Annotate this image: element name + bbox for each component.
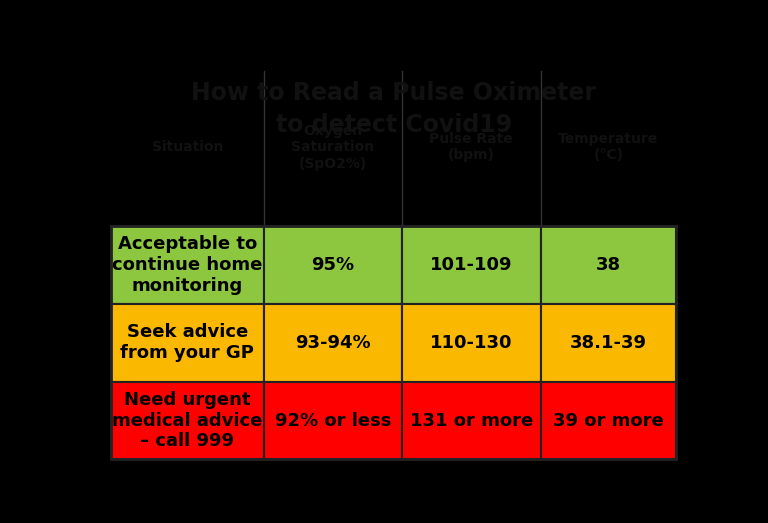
Text: 38: 38	[596, 256, 621, 274]
Text: 93-94%: 93-94%	[295, 334, 371, 351]
Text: Situation: Situation	[151, 140, 223, 154]
Text: 95%: 95%	[311, 256, 354, 274]
Text: Need urgent
medical advice
– call 999: Need urgent medical advice – call 999	[112, 391, 263, 450]
Text: 131 or more: 131 or more	[409, 412, 533, 429]
Text: Temperature
(°C): Temperature (°C)	[558, 132, 659, 163]
Text: How to Read a Pulse Oximeter: How to Read a Pulse Oximeter	[191, 81, 596, 105]
Text: 39 or more: 39 or more	[553, 412, 664, 429]
Text: Oxygen
Saturation
(SpO2%): Oxygen Saturation (SpO2%)	[291, 124, 374, 170]
Bar	[541, 382, 677, 459]
Bar	[263, 304, 402, 382]
Bar	[402, 304, 541, 382]
Text: 101-109: 101-109	[430, 256, 512, 274]
Text: 92% or less: 92% or less	[275, 412, 391, 429]
Text: to detect Covid19: to detect Covid19	[276, 113, 511, 137]
Bar	[111, 226, 263, 304]
Bar	[263, 226, 402, 304]
Bar	[541, 226, 677, 304]
Text: Seek advice
from your GP: Seek advice from your GP	[121, 323, 254, 362]
Bar	[111, 71, 677, 224]
Text: 110-130: 110-130	[430, 334, 512, 351]
Text: 38.1-39: 38.1-39	[570, 334, 647, 351]
Text: Pulse Rate
(bpm): Pulse Rate (bpm)	[429, 132, 513, 163]
Bar	[263, 382, 402, 459]
Bar	[111, 226, 677, 459]
Bar	[111, 304, 263, 382]
Bar	[402, 382, 541, 459]
Bar	[541, 304, 677, 382]
Bar	[111, 382, 263, 459]
Text: Acceptable to
continue home
monitoring: Acceptable to continue home monitoring	[112, 235, 263, 294]
Bar	[402, 226, 541, 304]
